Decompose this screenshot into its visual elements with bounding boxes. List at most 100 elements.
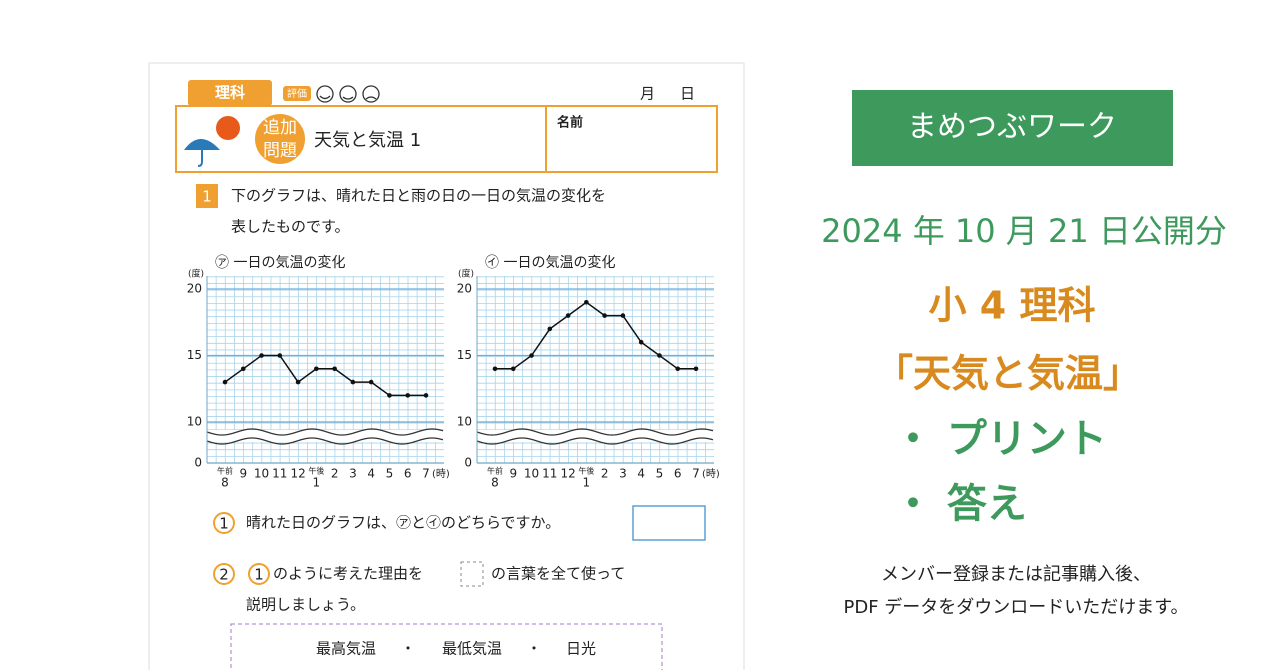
sub2-ref: 1 (254, 566, 264, 584)
month: 月 (640, 85, 655, 103)
word: 最高気温 (316, 640, 376, 658)
weather-icon (184, 116, 240, 167)
x-tick-label: 10 (524, 467, 539, 481)
sub1-text: 晴れた日のグラフは、㋐と㋑のどちらですか。 (246, 514, 560, 532)
name-label: 名前 (557, 115, 583, 131)
rating-box (283, 86, 311, 101)
point (529, 353, 534, 358)
rating: 評価 (287, 87, 307, 100)
y-tick-label: 15 (187, 348, 202, 362)
x-unit: (時) (702, 468, 720, 480)
y-unit: (度) (188, 268, 204, 280)
unit: 「天気と気温」 (875, 352, 1141, 396)
date: 2024 年 10 月 21 日公開分 (821, 212, 1227, 250)
y-tick-label: 15 (457, 348, 472, 362)
sub2-circle (213, 563, 235, 585)
separator: ・ (526, 640, 541, 658)
point (405, 393, 411, 398)
answer-box[interactable] (632, 505, 706, 541)
x-prefix: 午後 (308, 466, 324, 476)
x-tick-label: 4 (637, 467, 645, 481)
y-tick-label: 10 (457, 415, 472, 429)
q-line2: 表したものです。 (231, 218, 350, 236)
x-tick-label: 3 (619, 467, 627, 481)
faces (316, 85, 380, 103)
x-tick-label: 5 (656, 467, 664, 481)
y-tick-label: 20 (187, 282, 202, 296)
y-tick-label: 20 (457, 282, 472, 296)
point (675, 366, 681, 372)
point (387, 393, 392, 398)
point (314, 366, 319, 372)
note: PDF データをダウンロードいただけます。 (844, 597, 1189, 618)
sub2-number: 2 (219, 566, 229, 584)
x-tick-label: 1 (583, 476, 591, 490)
x-unit: (時) (432, 468, 450, 480)
x-tick-label: 11 (542, 467, 557, 481)
x-prefix: 午前 (487, 466, 503, 476)
q-number: 1 (202, 188, 212, 206)
chart-title: ㋐ 一日の気温の変化 (215, 254, 345, 271)
point (277, 353, 283, 358)
x-tick-label: 2 (331, 467, 339, 481)
dashed-ref (460, 561, 484, 587)
y-tick-label: 0 (194, 456, 202, 470)
q-box (196, 184, 218, 208)
x-prefix: 午後 (578, 466, 594, 476)
point (368, 379, 374, 385)
day: 日 (680, 85, 695, 103)
x-tick-label: 6 (674, 467, 682, 481)
x-tick-label: 8 (491, 476, 499, 490)
x-tick-label: 2 (601, 467, 609, 481)
x-tick-label: 10 (254, 467, 269, 481)
point (295, 379, 301, 385)
temperature-line (495, 301, 696, 370)
title: 天気と気温 1 (314, 130, 421, 151)
badge-line1: 追加 (263, 118, 297, 138)
x-tick-label: 9 (239, 467, 247, 481)
chart-title: ㋑ 一日の気温の変化 (485, 254, 615, 271)
x-prefix: 午前 (217, 466, 233, 476)
q-line1: 下のグラフは、晴れた日と雨の日の一日の気温の変化を (231, 187, 606, 205)
x-tick-label: 4 (367, 467, 375, 481)
brand-banner (852, 90, 1173, 166)
axis-break (477, 430, 714, 442)
break-wave (206, 437, 444, 445)
x-tick-label: 12 (560, 467, 575, 481)
sub1-circle (213, 512, 235, 534)
point (423, 393, 429, 398)
point (332, 366, 337, 372)
x-tick-label: 12 (290, 467, 305, 481)
break-wave (476, 428, 714, 436)
x-tick-label: 8 (221, 476, 229, 490)
sub2-line2: 説明しましょう。 (246, 596, 365, 614)
y-tick-label: 10 (187, 415, 202, 429)
point (584, 300, 589, 305)
worksheet (148, 62, 745, 670)
sub2-text-a: のように考えた理由を (273, 565, 423, 583)
header-box (175, 105, 718, 173)
point (492, 366, 498, 372)
x-tick-label: 3 (349, 467, 357, 481)
subject-tab (188, 80, 272, 106)
point (693, 366, 699, 372)
point (602, 313, 607, 318)
x-tick-label: 9 (509, 467, 517, 481)
separator: ・ (400, 640, 415, 658)
word: 最低気温 (442, 640, 502, 658)
brand: まめつぶワーク (907, 110, 1117, 145)
item: ・ 答え (893, 481, 1027, 527)
badge-line2: 問題 (263, 141, 297, 161)
point (240, 366, 246, 372)
temperature-line (224, 354, 426, 397)
grade: 小 4 理科 (929, 284, 1096, 328)
point (620, 313, 626, 318)
axis-break (207, 430, 444, 442)
x-tick-label: 7 (422, 467, 430, 481)
x-tick-label: 1 (313, 476, 321, 490)
point (510, 366, 516, 372)
subject: 理科 (215, 84, 245, 102)
point (350, 379, 356, 385)
